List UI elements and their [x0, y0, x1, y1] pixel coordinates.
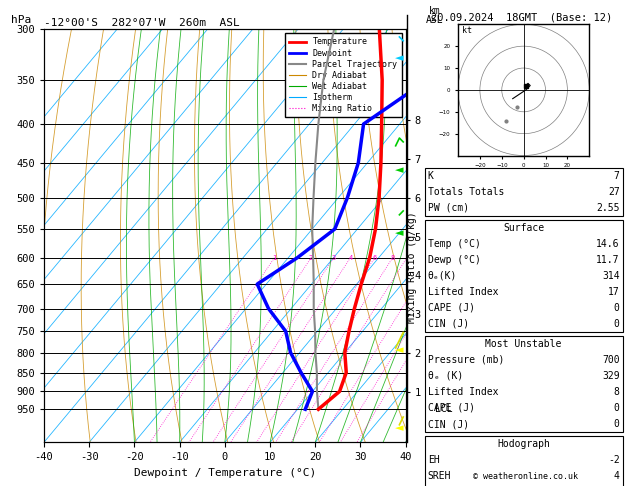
Text: 3: 3	[331, 255, 336, 260]
Text: 329: 329	[602, 371, 620, 381]
Text: -2: -2	[608, 455, 620, 465]
Text: θₑ(K): θₑ(K)	[428, 271, 457, 281]
Text: Totals Totals: Totals Totals	[428, 187, 504, 197]
Text: 0: 0	[614, 319, 620, 329]
Text: 1: 1	[272, 255, 277, 260]
Text: ◄: ◄	[395, 53, 404, 63]
X-axis label: Dewpoint / Temperature (°C): Dewpoint / Temperature (°C)	[134, 468, 316, 478]
Text: 27: 27	[608, 187, 620, 197]
Text: ◄: ◄	[395, 423, 404, 433]
Text: Lifted Index: Lifted Index	[428, 387, 498, 397]
Text: ◄: ◄	[395, 228, 404, 238]
Text: km
ASL: km ASL	[426, 6, 443, 25]
Text: 0: 0	[614, 403, 620, 413]
Text: 4: 4	[614, 471, 620, 481]
Text: Lifted Index: Lifted Index	[428, 287, 498, 297]
Text: 20.09.2024  18GMT  (Base: 12): 20.09.2024 18GMT (Base: 12)	[431, 12, 612, 22]
Text: hPa: hPa	[11, 15, 31, 25]
Text: -12°00'S  282°07'W  260m  ASL: -12°00'S 282°07'W 260m ASL	[44, 18, 240, 28]
Text: 2.55: 2.55	[596, 203, 620, 213]
Text: Most Unstable: Most Unstable	[486, 339, 562, 349]
Text: Temp (°C): Temp (°C)	[428, 239, 481, 249]
Text: PW (cm): PW (cm)	[428, 203, 469, 213]
Text: 0: 0	[614, 419, 620, 429]
Text: 2: 2	[309, 255, 313, 260]
Text: Hodograph: Hodograph	[497, 439, 550, 449]
Text: ◄: ◄	[395, 345, 404, 355]
Text: LCL: LCL	[435, 404, 452, 414]
Text: Pressure (mb): Pressure (mb)	[428, 355, 504, 365]
Text: CAPE (J): CAPE (J)	[428, 403, 475, 413]
Text: 8: 8	[391, 255, 395, 260]
Text: Surface: Surface	[503, 223, 544, 233]
Text: θₑ (K): θₑ (K)	[428, 371, 463, 381]
Text: 314: 314	[602, 271, 620, 281]
Text: 11.7: 11.7	[596, 255, 620, 265]
Text: © weatheronline.co.uk: © weatheronline.co.uk	[473, 472, 577, 481]
Text: Mixing Ratio (g/kg): Mixing Ratio (g/kg)	[407, 211, 417, 323]
Text: 6: 6	[372, 255, 377, 260]
Text: 7: 7	[614, 171, 620, 181]
Text: EH: EH	[428, 455, 440, 465]
Text: ◄: ◄	[395, 165, 404, 175]
Text: CIN (J): CIN (J)	[428, 419, 469, 429]
Text: K: K	[428, 171, 433, 181]
Text: 17: 17	[608, 287, 620, 297]
Legend: Temperature, Dewpoint, Parcel Trajectory, Dry Adiabat, Wet Adiabat, Isotherm, Mi: Temperature, Dewpoint, Parcel Trajectory…	[285, 34, 401, 117]
Text: 14.6: 14.6	[596, 239, 620, 249]
Text: 8: 8	[614, 387, 620, 397]
Text: kt: kt	[462, 26, 472, 35]
Text: 0: 0	[614, 303, 620, 313]
Text: CIN (J): CIN (J)	[428, 319, 469, 329]
Text: SREH: SREH	[428, 471, 451, 481]
Text: 700: 700	[602, 355, 620, 365]
Text: CAPE (J): CAPE (J)	[428, 303, 475, 313]
Text: 4: 4	[348, 255, 352, 260]
Text: Dewp (°C): Dewp (°C)	[428, 255, 481, 265]
